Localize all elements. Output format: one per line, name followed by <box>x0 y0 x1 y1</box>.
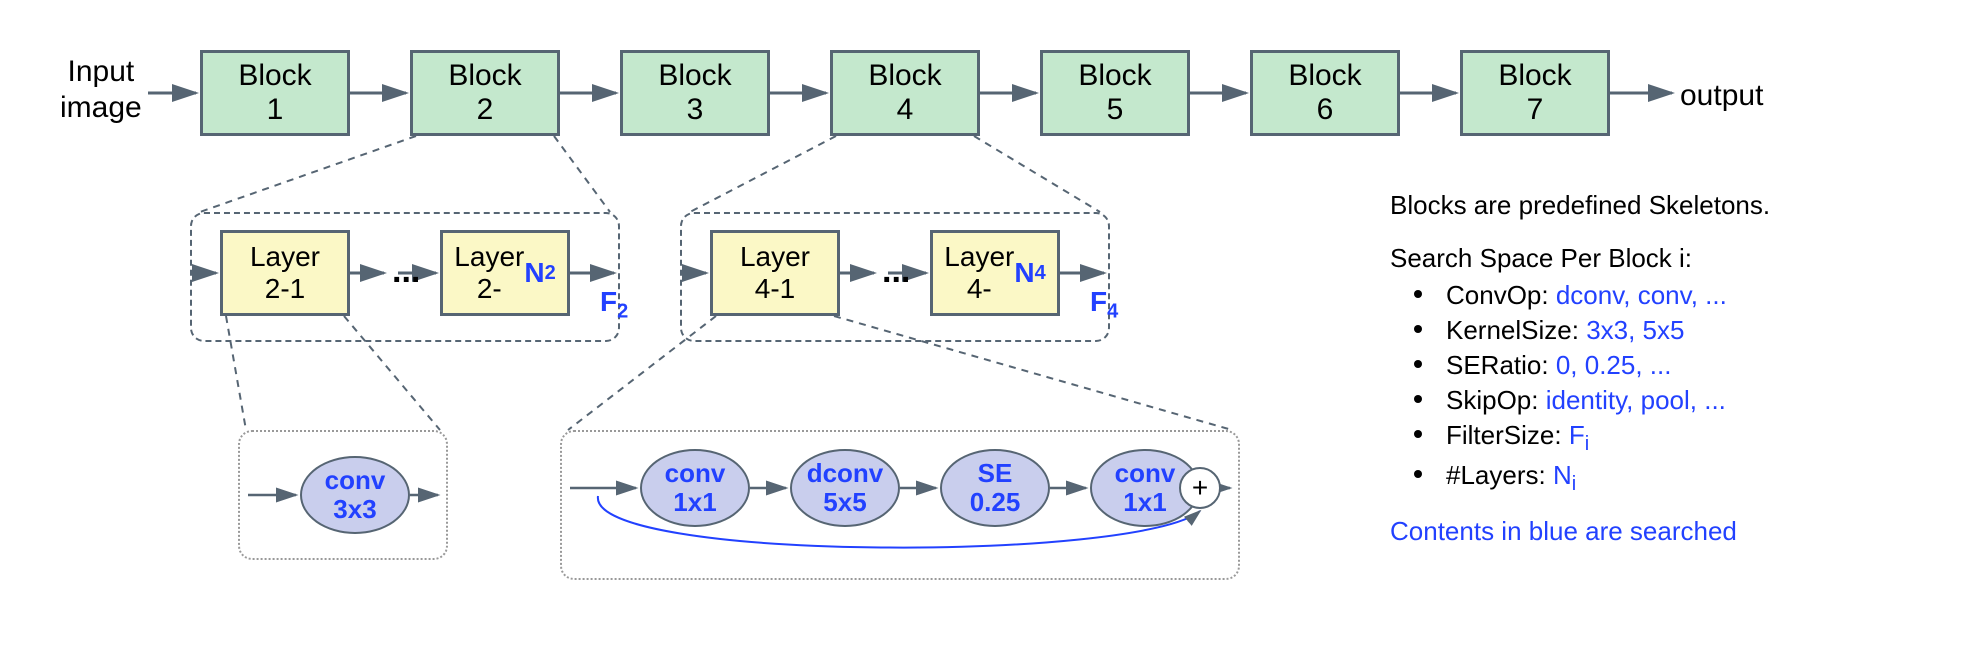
block-7: Block7 <box>1460 50 1610 136</box>
layer-box: Layer4-1 <box>710 230 840 316</box>
bullet-icon <box>1414 360 1422 368</box>
bullet-icon <box>1414 395 1422 403</box>
legend-item-0: ConvOp: dconv, conv, ... <box>1390 280 1930 311</box>
ellipsis: ... <box>392 251 420 292</box>
block-1: Block1 <box>200 50 350 136</box>
legend-item-text: SERatio: 0, 0.25, ... <box>1446 350 1671 381</box>
legend-item-5: #Layers: Ni <box>1390 460 1930 496</box>
layer-box: Layer2-1 <box>220 230 350 316</box>
block-3: Block3 <box>620 50 770 136</box>
legend-item-text: FilterSize: Fi <box>1446 420 1589 456</box>
bullet-icon <box>1414 325 1422 333</box>
op-ellipse-0: conv1x1 <box>640 449 750 527</box>
op-ellipse-1: dconv5x5 <box>790 449 900 527</box>
legend-item-text: KernelSize: 3x3, 5x5 <box>1446 315 1684 346</box>
layer-box: Layer2-N2 <box>440 230 570 316</box>
op-ellipse-2: SE0.25 <box>940 449 1050 527</box>
legend-item-text: #Layers: Ni <box>1446 460 1576 496</box>
bullet-icon <box>1414 470 1422 478</box>
legend-item-text: ConvOp: dconv, conv, ... <box>1446 280 1727 311</box>
filter-size-label: F2 <box>600 285 628 324</box>
block-6: Block6 <box>1250 50 1400 136</box>
layer-box: Layer4-N4 <box>930 230 1060 316</box>
input-label: Inputimage <box>60 54 142 126</box>
legend-footer: Contents in blue are searched <box>1390 516 1930 547</box>
bullet-icon <box>1414 430 1422 438</box>
legend-item-4: FilterSize: Fi <box>1390 420 1930 456</box>
legend-item-2: SERatio: 0, 0.25, ... <box>1390 350 1930 381</box>
output-label: output <box>1680 78 1763 114</box>
legend-item-3: SkipOp: identity, pool, ... <box>1390 385 1930 416</box>
legend-item-1: KernelSize: 3x3, 5x5 <box>1390 315 1930 346</box>
legend-title-2: Search Space Per Block i: <box>1390 243 1930 274</box>
filter-size-label: F4 <box>1090 285 1118 324</box>
bullet-icon <box>1414 290 1422 298</box>
ellipsis: ... <box>882 251 910 292</box>
block-2: Block2 <box>410 50 560 136</box>
block-5: Block5 <box>1040 50 1190 136</box>
legend: Blocks are predefined Skeletons. Search S… <box>1390 190 1930 547</box>
legend-item-text: SkipOp: identity, pool, ... <box>1446 385 1726 416</box>
add-node: + <box>1179 467 1221 509</box>
legend-title-1: Blocks are predefined Skeletons. <box>1390 190 1930 221</box>
block-4: Block4 <box>830 50 980 136</box>
op-ellipse-conv3x3: conv3x3 <box>300 456 410 534</box>
